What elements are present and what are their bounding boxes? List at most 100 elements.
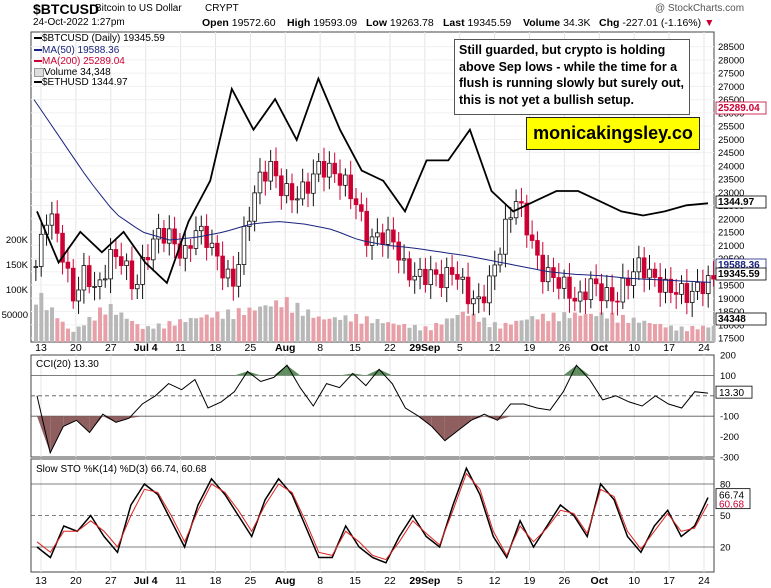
y-tick-label: 21500: [718, 228, 744, 239]
candle-body: [423, 268, 428, 285]
volume-bar: [151, 328, 156, 342]
candle-body: [257, 171, 263, 194]
legend-ethusd: $ETHUSD 1344.97: [34, 77, 128, 88]
volume-bar: [460, 311, 465, 342]
volume-bar: [562, 312, 567, 342]
cci-negative-fill: [37, 416, 51, 453]
volume-bar: [311, 317, 316, 342]
candle-body: [300, 181, 305, 200]
volume-bar: [231, 319, 236, 342]
volume-bar: [535, 319, 540, 342]
candle-body: [215, 242, 220, 257]
symbol-description: Bitcoin to US Dollar: [95, 3, 182, 14]
cci-panel-frame: [30, 354, 715, 458]
candle-body: [97, 279, 103, 287]
candle-body: [236, 264, 241, 287]
candle-body: [668, 278, 674, 293]
volume-bar: [172, 325, 177, 342]
volume-bar: [135, 324, 140, 342]
x-tick-label: 15: [349, 575, 361, 587]
candle-body: [92, 286, 97, 288]
volume-bar: [679, 326, 684, 342]
cci-positive-fill: [576, 365, 590, 376]
brand-text: monicakingsley.co: [533, 123, 693, 143]
x-tick-label: 22: [384, 342, 396, 354]
cci-positive-fill: [273, 365, 287, 376]
volume-bar: [82, 325, 87, 342]
cci-positive-fill: [352, 373, 366, 376]
x-tick-label: 27: [105, 342, 117, 354]
candle-body: [54, 213, 60, 234]
volume-bar: [140, 328, 145, 342]
volume-bar: [444, 318, 449, 342]
x-tick-label: 5: [457, 575, 463, 587]
volume-bar: [434, 322, 439, 342]
eth-price-tag: 1344.97: [718, 197, 755, 208]
candle-body: [679, 283, 684, 295]
volume-bar: [92, 320, 97, 342]
y-tick-label: 24500: [718, 148, 744, 159]
x-tick-label: 20: [70, 575, 82, 587]
volume-bar: [690, 325, 695, 342]
candle-body: [599, 283, 604, 302]
volume-bar: [658, 323, 663, 342]
y-tick-label: 21000: [718, 241, 744, 252]
volume-bar: [519, 320, 524, 342]
x-tick-label: 11: [175, 342, 186, 354]
cci-last-label: 13.30: [719, 388, 744, 399]
volume-bar: [588, 313, 593, 342]
cci-negative-fill: [484, 416, 498, 421]
sto-title: Slow STO %K(14) %D(3) 66.74, 60.68: [36, 464, 207, 475]
volume-bar: [210, 317, 215, 342]
watermark: @ StockCharts.com: [655, 3, 745, 14]
cci-tick-label: -200: [720, 432, 739, 443]
volume-bar: [684, 331, 689, 342]
volume-bar: [236, 308, 241, 342]
volume-bar: [498, 328, 503, 342]
legend-swatch-icon: [34, 67, 44, 77]
candle-body: [529, 234, 535, 241]
candle-body: [572, 297, 578, 302]
volume-bar: [407, 327, 412, 342]
volume-bar: [156, 323, 161, 342]
x-tick-label: 26: [559, 342, 571, 354]
volume-bar: [647, 323, 652, 342]
sto-d-last-label: 60.68: [719, 500, 744, 511]
candle-body: [289, 183, 295, 201]
volume-bar: [514, 320, 519, 342]
volume-bar: [204, 314, 209, 342]
candle-body: [481, 296, 487, 304]
y-tick-label: 17500: [718, 334, 744, 345]
candle-body: [118, 256, 124, 267]
candle-body: [49, 213, 55, 226]
volume-bar: [668, 325, 673, 342]
legend-swatch-icon: [34, 60, 42, 63]
volume-bar: [455, 314, 460, 342]
candle-body: [284, 183, 289, 197]
volume-bar: [130, 320, 135, 342]
volume-bar: [695, 329, 700, 342]
candle-body: [524, 202, 530, 236]
candle-body: [615, 300, 620, 303]
candle-body: [471, 298, 476, 305]
volume-bar: [386, 322, 391, 342]
volume-bar: [652, 324, 657, 342]
candle-body: [417, 268, 423, 277]
volume-bar: [364, 316, 369, 342]
candle-body: [332, 162, 337, 175]
candle-body: [327, 162, 332, 178]
eth-price-tag-box: [715, 195, 767, 209]
candle-body: [641, 257, 647, 279]
volume-bar: [711, 325, 716, 342]
candle-body: [65, 261, 71, 269]
candle-body: [647, 268, 652, 279]
volume-bar: [306, 309, 311, 342]
candle-body: [364, 210, 369, 246]
candle-body: [252, 192, 257, 222]
x-tick-label: Jul 4: [134, 575, 158, 587]
candle-body: [375, 232, 380, 238]
x-tick-label: 17: [663, 575, 675, 587]
volume-bar: [450, 318, 455, 342]
volume-bar: [252, 310, 257, 342]
volume-bar: [194, 318, 199, 342]
